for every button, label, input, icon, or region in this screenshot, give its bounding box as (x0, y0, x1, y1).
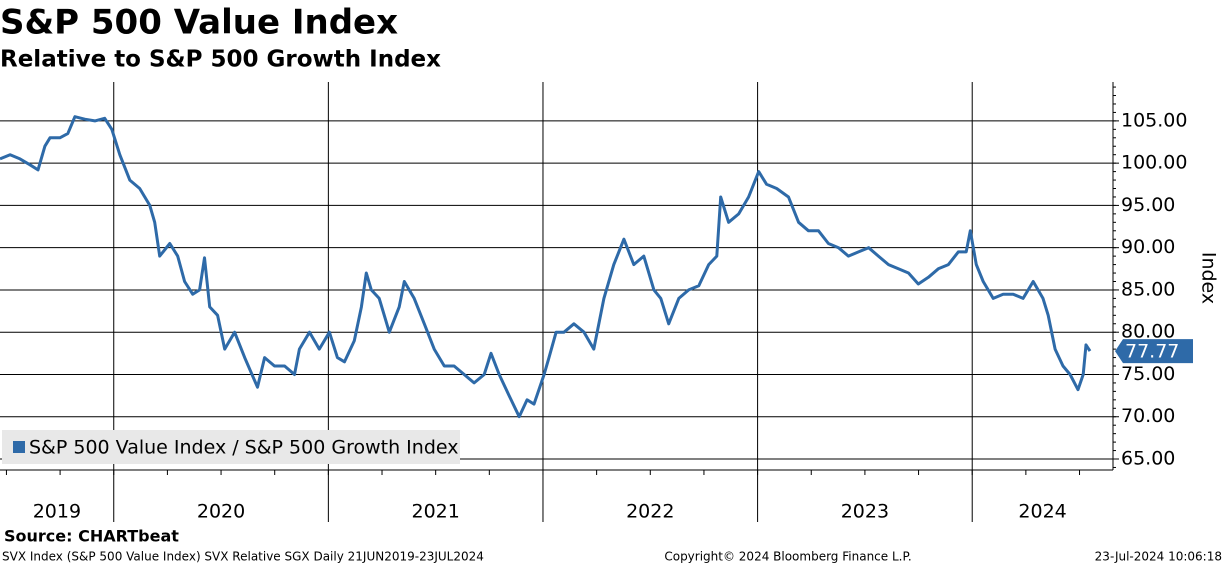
y-tick-label: 105.00 (1121, 109, 1187, 131)
y-tick-label: 90.00 (1121, 236, 1175, 258)
y-tick-label: 75.00 (1121, 363, 1175, 385)
y-tick-label: 95.00 (1121, 194, 1175, 216)
series-line (0, 115, 1092, 419)
y-tick-label: 70.00 (1121, 405, 1175, 427)
x-tick-label: 2024 (1018, 501, 1066, 523)
x-tick-label: 2023 (841, 501, 889, 523)
footer-right: 23-Jul-2024 10:06:18 (1095, 550, 1222, 564)
y-axis-label: Index (1198, 252, 1220, 304)
x-tick-label: 2019 (33, 501, 81, 523)
footer-center: Copyright© 2024 Bloomberg Finance L.P. (664, 550, 911, 564)
y-tick-label: 80.00 (1121, 321, 1175, 343)
legend-label: S&P 500 Value Index / S&P 500 Growth Ind… (29, 437, 458, 459)
x-tick-label: 2022 (626, 501, 674, 523)
x-tick-label: 2021 (411, 501, 459, 523)
source: Source: CHARTbeat (4, 527, 179, 546)
last-value-label: 77.77 (1125, 341, 1179, 363)
footer-left: SVX Index (S&P 500 Value Index) SVX Rela… (2, 550, 484, 564)
legend-box (2, 430, 460, 464)
chart-title: S&P 500 Value Index (0, 3, 398, 43)
legend-swatch (13, 441, 25, 453)
y-tick-label: 85.00 (1121, 278, 1175, 300)
last-value-box (1115, 339, 1193, 364)
x-tick-label: 2020 (197, 501, 245, 523)
chart-subtitle: Relative to S&P 500 Growth Index (0, 47, 441, 73)
y-tick-label: 65.00 (1121, 448, 1175, 470)
y-tick-label: 100.00 (1121, 152, 1187, 174)
